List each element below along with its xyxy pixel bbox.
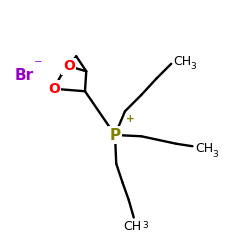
Text: −: −: [34, 58, 42, 68]
Text: 3: 3: [212, 150, 218, 159]
Text: CH: CH: [195, 142, 213, 155]
Text: O: O: [48, 82, 60, 96]
Text: +: +: [126, 114, 134, 124]
Text: Br: Br: [15, 68, 34, 82]
Text: CH: CH: [124, 220, 142, 234]
Text: 3: 3: [142, 222, 148, 230]
Text: 3: 3: [191, 62, 196, 71]
Text: P: P: [110, 128, 120, 142]
Text: O: O: [63, 59, 75, 73]
Text: CH: CH: [174, 55, 192, 68]
